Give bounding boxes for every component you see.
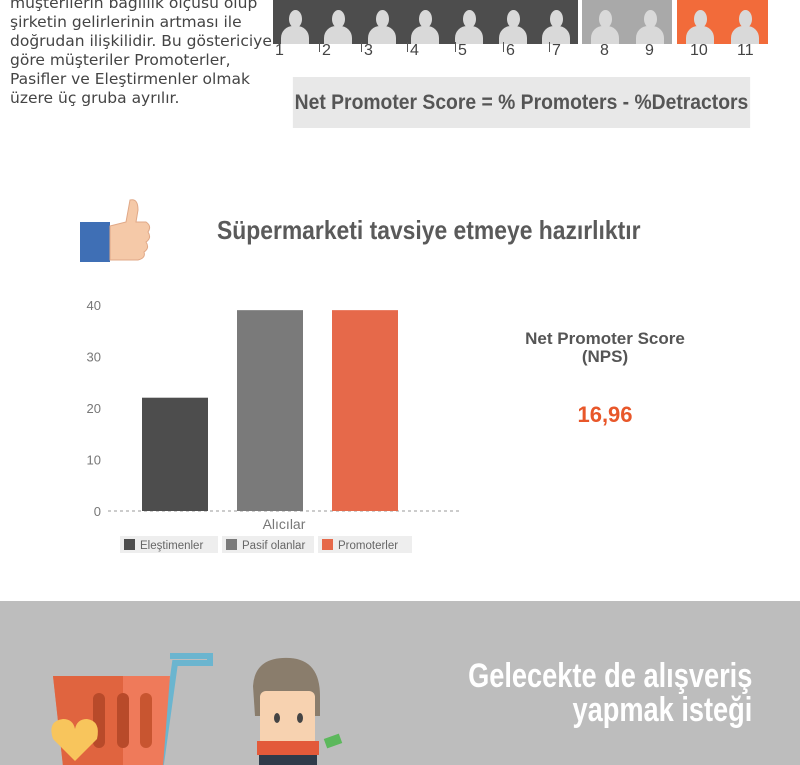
bar-pasif-olanlar xyxy=(237,310,303,511)
scale-tick xyxy=(455,42,456,52)
nps-value: 16,96 xyxy=(577,402,633,427)
legend-item-bg xyxy=(222,536,314,553)
intro-text: müşterilerin bağlılık ölçüsü olup şirket… xyxy=(10,0,272,107)
scale-number: 11 xyxy=(737,42,754,59)
section-title: Gelecekte de alışveriş yapmak isteği xyxy=(468,659,752,727)
y-tick-label: 0 xyxy=(94,504,101,519)
section-title-line1: Gelecekte de alışveriş xyxy=(467,657,752,695)
legend-label: Pasif olanlar xyxy=(242,540,305,552)
legend-item-bg xyxy=(318,536,412,553)
legend-label: Eleştimenler xyxy=(140,540,203,552)
y-tick-label: 40 xyxy=(87,298,101,313)
person-icon xyxy=(635,6,665,44)
nps-label: Net Promoter Score (NPS) xyxy=(505,330,705,366)
person-icon xyxy=(590,6,620,44)
legend-swatch xyxy=(322,539,333,550)
scale-tick xyxy=(503,42,504,52)
person-icon xyxy=(367,6,397,44)
chart-title: Süpermarketi tavsiye etmeye hazırlıktır xyxy=(217,215,641,245)
section-title-line2: yapmak isteği xyxy=(572,691,752,729)
legend-label: Promoterler xyxy=(338,540,398,552)
scale-tick xyxy=(549,42,550,52)
y-tick-label: 30 xyxy=(87,350,101,365)
man-character-icon xyxy=(253,657,343,765)
person-icon xyxy=(323,6,353,44)
scale-number: 6 xyxy=(506,42,515,59)
person-icon xyxy=(454,6,484,44)
scale-number: 7 xyxy=(552,42,561,59)
bar-eleştimenler xyxy=(142,397,208,511)
legend-item-bg xyxy=(120,536,218,553)
nps-label-line2: (NPS) xyxy=(581,347,629,366)
scale-number: 2 xyxy=(322,42,331,59)
thumbs-up-icon xyxy=(80,199,151,262)
scale-number: 1 xyxy=(275,42,284,59)
scale-tick xyxy=(407,42,408,52)
scale-number: 9 xyxy=(645,42,654,59)
scale-number: 8 xyxy=(600,42,609,59)
scale-number: 5 xyxy=(458,42,467,59)
scale-number: 3 xyxy=(364,42,373,59)
shopping-basket-icon xyxy=(51,653,213,765)
nps-label-line1: Net Promoter Score xyxy=(525,329,685,348)
nps-formula: Net Promoter Score = % Promoters - %Detr… xyxy=(292,77,751,128)
passive-group xyxy=(582,0,672,44)
person-icon xyxy=(498,6,528,44)
person-icon xyxy=(685,6,715,44)
scale-number: 10 xyxy=(690,42,708,59)
person-icon xyxy=(730,6,760,44)
promoter-group xyxy=(677,0,768,44)
x-axis-label: Alıcılar xyxy=(263,516,306,532)
y-tick-label: 10 xyxy=(87,453,101,468)
detractor-group xyxy=(273,0,578,44)
scale-tick xyxy=(361,42,362,52)
person-icon xyxy=(280,6,310,44)
scale-tick xyxy=(319,42,320,52)
bar-chart: 0 10 20 30 40 Alıcılar Eleştimenler Pasif olanl… xyxy=(87,298,462,553)
bar-promoterler xyxy=(332,310,398,511)
person-icon xyxy=(541,6,571,44)
y-tick-label: 20 xyxy=(87,401,101,416)
legend-swatch xyxy=(124,539,135,550)
person-icon xyxy=(410,6,440,44)
future-shopping-section: Gelecekte de alışveriş yapmak isteği xyxy=(0,601,800,765)
scale-number: 4 xyxy=(410,42,419,59)
legend-swatch xyxy=(226,539,237,550)
